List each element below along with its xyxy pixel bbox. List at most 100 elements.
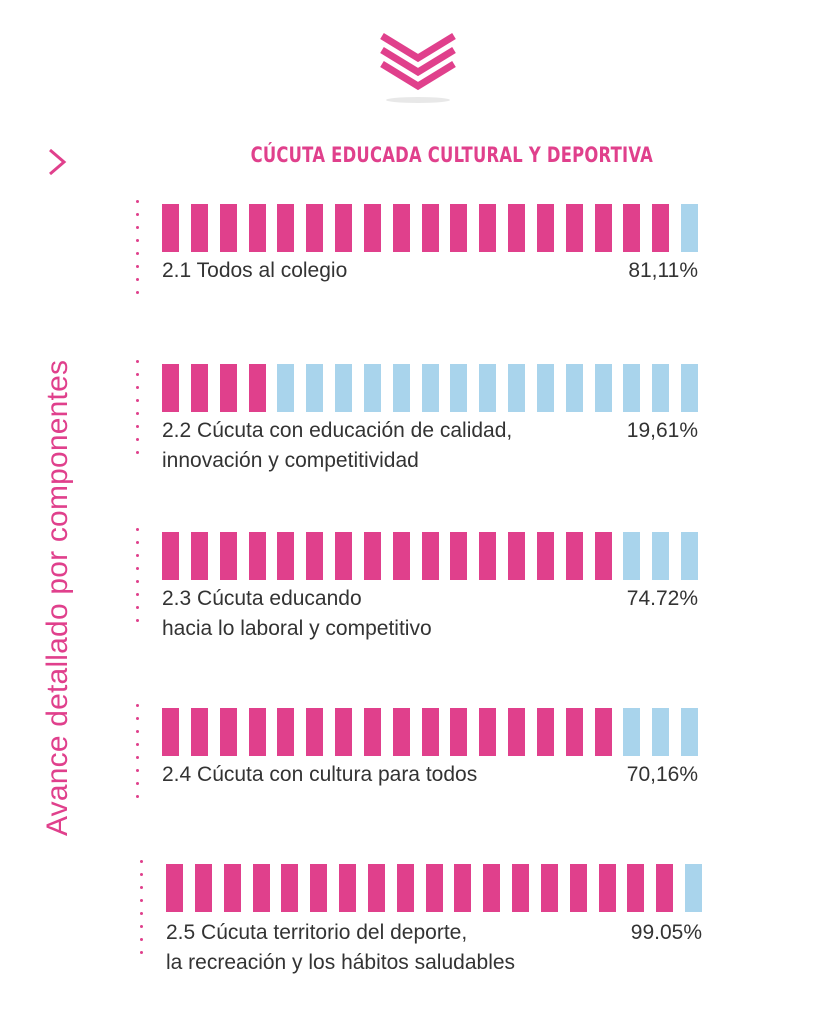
- bar-segment-filled: [566, 204, 583, 252]
- value-label: 81,11%: [628, 259, 698, 282]
- bar-segment-filled: [191, 204, 208, 252]
- bar-segment-filled: [166, 864, 183, 912]
- bar-segment-remaining: [364, 364, 381, 412]
- bar-segment-remaining: [306, 364, 323, 412]
- bar-segment-filled: [191, 708, 208, 756]
- bar-segment-filled: [162, 708, 179, 756]
- bar-segment-filled: [454, 864, 471, 912]
- bar-segment-filled: [479, 204, 496, 252]
- dotted-divider: [136, 704, 140, 808]
- bar-segment-filled: [595, 708, 612, 756]
- value-label: 74.72%: [626, 587, 698, 610]
- bar-segment-filled: [249, 204, 266, 252]
- bar-segment-remaining: [335, 364, 352, 412]
- bar-segment-filled: [541, 864, 558, 912]
- side-title: Avance detallado por componentes: [41, 359, 74, 836]
- progress-bar-group: [162, 204, 698, 252]
- bar-segment-filled: [191, 532, 208, 580]
- bar-segment-remaining: [566, 364, 583, 412]
- value-label: 70,16%: [626, 763, 698, 786]
- bar-segment-remaining: [508, 364, 525, 412]
- bar-segment-filled: [277, 708, 294, 756]
- progress-bar-group: [162, 532, 698, 580]
- category-label: 2.5 Cúcuta territorio del deporte, la re…: [166, 921, 516, 974]
- bar-segment-filled: [537, 532, 554, 580]
- bar-segment-filled: [426, 864, 443, 912]
- dotted-divider: [136, 360, 140, 464]
- bar-segment-filled: [335, 204, 352, 252]
- bar-segment-filled: [162, 204, 179, 252]
- bar-segment-remaining: [277, 364, 294, 412]
- bar-segment-remaining: [623, 532, 640, 580]
- bar-segment-remaining: [595, 364, 612, 412]
- bar-segment-remaining: [685, 864, 702, 912]
- bar-segment-filled: [306, 532, 323, 580]
- chart-title: CÚCUTA EDUCADA CULTURAL Y DEPORTIVA: [250, 143, 654, 167]
- progress-bar-group: [162, 364, 698, 412]
- bar-segment-filled: [422, 204, 439, 252]
- bar-segment-filled: [191, 364, 208, 412]
- progress-bar-group: [166, 864, 702, 912]
- bar-segment-filled: [422, 532, 439, 580]
- bar-segment-filled: [450, 204, 467, 252]
- bar-segment-filled: [508, 708, 525, 756]
- bar-segment-filled: [393, 532, 410, 580]
- bar-segment-filled: [599, 864, 616, 912]
- bar-segment-remaining: [681, 204, 698, 252]
- bar-segment-filled: [627, 864, 644, 912]
- bar-segment-filled: [281, 864, 298, 912]
- bar-segment-remaining: [422, 364, 439, 412]
- bar-segment-remaining: [479, 364, 496, 412]
- bar-segment-filled: [249, 532, 266, 580]
- category-label: 2.4 Cúcuta con cultura para todos: [162, 763, 478, 786]
- bar-segment-filled: [306, 708, 323, 756]
- bar-segment-filled: [508, 204, 525, 252]
- bar-segment-remaining: [450, 364, 467, 412]
- bar-segment-filled: [195, 864, 212, 912]
- bar-segment-filled: [393, 708, 410, 756]
- bar-segment-filled: [335, 532, 352, 580]
- bar-segment-filled: [220, 532, 237, 580]
- category-label: 2.3 Cúcuta educando hacia lo laboral y c…: [162, 587, 432, 640]
- bar-segment-filled: [570, 864, 587, 912]
- bar-segment-filled: [512, 864, 529, 912]
- dotted-divider: [140, 860, 144, 964]
- dotted-divider: [136, 200, 140, 304]
- bar-segment-filled: [364, 708, 381, 756]
- bar-segment-filled: [652, 204, 669, 252]
- bar-segment-filled: [249, 708, 266, 756]
- bar-segment-filled: [162, 532, 179, 580]
- category-label: 2.1 Todos al colegio: [162, 259, 348, 282]
- bar-segment-filled: [249, 364, 266, 412]
- bar-segment-filled: [253, 864, 270, 912]
- bar-segment-remaining: [652, 364, 669, 412]
- bar-segment-filled: [364, 204, 381, 252]
- bar-segment-remaining: [681, 532, 698, 580]
- bar-segment-remaining: [537, 364, 554, 412]
- bar-segment-remaining: [393, 364, 410, 412]
- bar-segment-remaining: [681, 708, 698, 756]
- bar-segment-filled: [566, 532, 583, 580]
- bar-segment-filled: [479, 708, 496, 756]
- bar-segment-filled: [277, 532, 294, 580]
- bar-segment-filled: [656, 864, 673, 912]
- bar-segment-filled: [310, 864, 327, 912]
- bar-segment-filled: [393, 204, 410, 252]
- bar-segment-filled: [508, 532, 525, 580]
- bar-segment-filled: [537, 708, 554, 756]
- bar-segment-filled: [306, 204, 323, 252]
- bar-segment-filled: [277, 204, 294, 252]
- bar-segment-filled: [162, 364, 179, 412]
- bar-segment-filled: [595, 532, 612, 580]
- bar-segment-filled: [339, 864, 356, 912]
- bar-segment-remaining: [652, 532, 669, 580]
- chevron-right-icon: [49, 148, 67, 176]
- bar-segment-remaining: [681, 364, 698, 412]
- bar-segment-filled: [566, 708, 583, 756]
- dotted-divider: [136, 528, 140, 632]
- value-label: 19,61%: [626, 419, 698, 442]
- category-label: 2.2 Cúcuta con educación de calidad, inn…: [162, 419, 513, 472]
- triple-chevron-down-icon: [380, 33, 456, 103]
- bar-segment-filled: [483, 864, 500, 912]
- bar-segment-filled: [450, 532, 467, 580]
